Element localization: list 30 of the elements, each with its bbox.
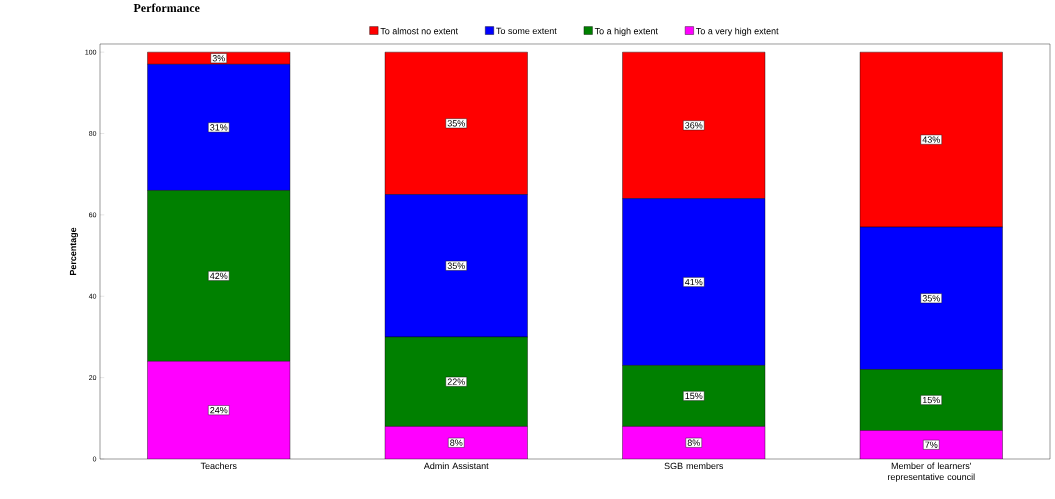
bar [622,426,766,459]
legend-label: To a very high extent [696,27,779,37]
bar [384,426,528,459]
data-label: 22% [447,378,465,385]
data-label: 15% [922,396,940,404]
data-label: 42% [209,272,228,280]
data-label: 7% [925,441,938,448]
legend-label: To a high extent [594,27,658,37]
data-label: 35% [922,295,940,302]
legend-label: To almost no extent [380,27,458,35]
data-label: 3% [212,55,225,62]
data-label: 43% [922,136,940,143]
data-label: 31% [210,124,228,131]
data-label: 8% [450,439,463,446]
chart-title: Performance [133,3,200,13]
x-tick-label: SGB members [664,462,724,470]
x-tick-label: Teachers [200,462,237,470]
x-tick-label: Member of learners' representative council [887,462,975,482]
data-label: 36% [685,122,703,129]
y-axis-title: Percentage [69,227,79,276]
data-label: 35% [447,262,465,269]
data-label: 15% [685,392,703,400]
x-tick-label: Admin Assistant [423,462,489,470]
data-label: 35% [447,120,465,127]
data-label: 41% [684,278,703,286]
legend-label: To some extent [496,27,557,35]
bar [859,430,1003,459]
data-label: 24% [210,407,228,414]
bar [147,361,291,459]
data-label: 8% [687,439,700,446]
